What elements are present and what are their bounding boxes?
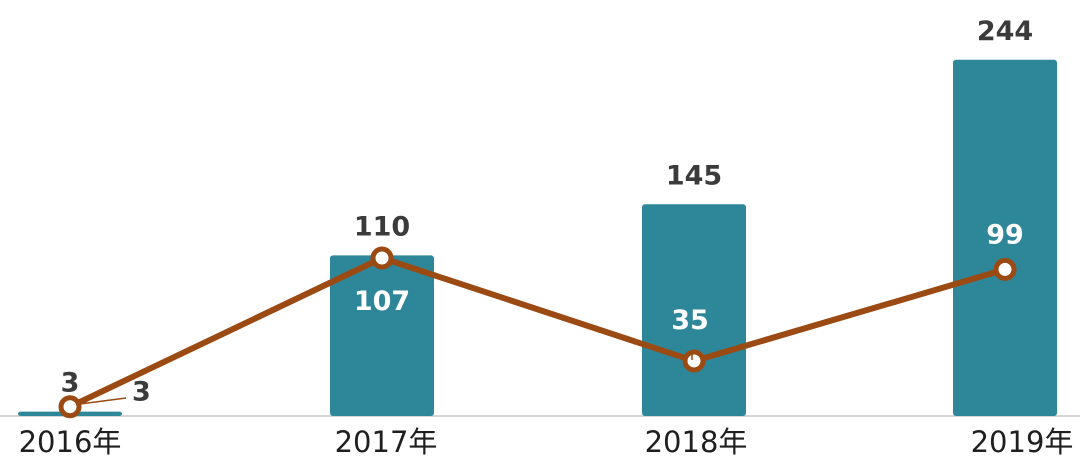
line-label-1: 107 [354,286,410,317]
bar-label-0: 3 [61,368,80,399]
x-tick-labels: 2016年 2017年 2018年 2019年 [19,425,1074,459]
x-tick-label-2: 2018年 [645,425,748,459]
line-label-3: 99 [986,219,1024,250]
x-tick-label-3: 2019年 [971,425,1074,459]
bar-series [18,59,1057,416]
leader-line-0 [79,397,127,405]
bar-label-3: 244 [977,16,1033,47]
line-point-2 [682,349,706,373]
line-label-2: 35 [671,305,709,336]
bar-label-2: 145 [666,160,722,191]
x-tick-label-1: 2017年 [335,425,438,459]
bar-2 [642,204,746,416]
bar-1 [330,255,434,416]
series-line-path [68,254,1006,410]
line-label-0: 3 [132,377,151,408]
data-labels: 3 110 145 244 3 107 35 99 [61,16,1034,408]
line-point-1 [370,246,394,270]
line-point-3 [993,257,1017,281]
bar-3 [953,59,1057,416]
x-tick-label-0: 2016年 [19,425,122,459]
line-point-0 [58,395,82,419]
bar-label-1: 110 [354,211,410,242]
line-series [58,246,1017,419]
